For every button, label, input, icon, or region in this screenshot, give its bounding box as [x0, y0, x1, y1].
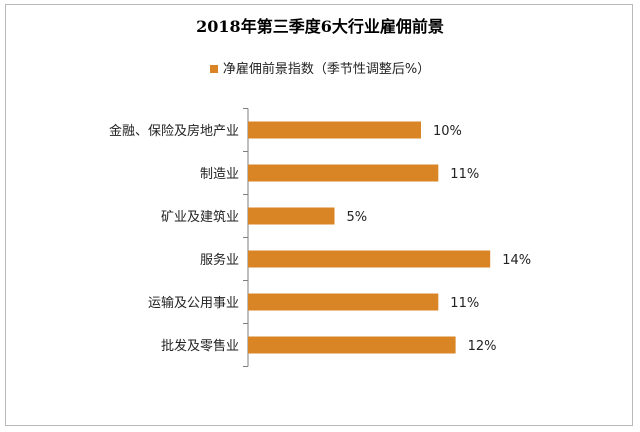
data-label: 14% [502, 253, 531, 268]
bar [248, 250, 491, 268]
data-label: 11% [450, 296, 479, 311]
bar [248, 121, 421, 139]
legend-swatch [209, 64, 218, 73]
bar [248, 207, 335, 225]
bar [248, 164, 439, 182]
category-label: 金融、保险及房地产业 [109, 123, 239, 139]
data-label: 5% [347, 210, 368, 225]
category-label: 制造业 [200, 167, 239, 182]
chart-legend: 净雇佣前景指数（季节性调整后%） [0, 58, 640, 77]
bar [248, 336, 456, 354]
bar [248, 293, 439, 311]
legend-label: 净雇佣前景指数（季节性调整后%） [222, 62, 431, 77]
data-label: 10% [433, 124, 462, 139]
category-label: 批发及零售业 [161, 338, 239, 354]
data-label: 12% [468, 339, 497, 354]
chart-title: 2018年第三季度6大行业雇佣前景 [196, 17, 444, 36]
data-label: 11% [450, 167, 479, 182]
category-label: 服务业 [200, 252, 239, 268]
category-label: 矿业及建筑业 [161, 209, 239, 225]
category-label: 运输及公用事业 [148, 295, 239, 311]
